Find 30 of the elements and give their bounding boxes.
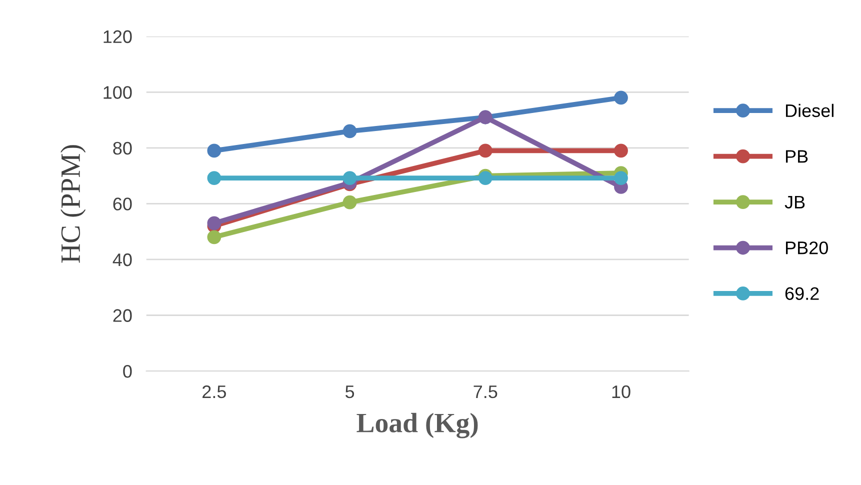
legend-label: PB20	[786, 241, 828, 254]
legend-label: PB	[786, 150, 808, 163]
point	[614, 171, 628, 185]
point	[207, 171, 222, 185]
legend-label: JB	[784, 196, 805, 209]
point	[478, 144, 492, 158]
x-tick-label: 7.5	[474, 386, 498, 398]
x-tick-label: 2.5	[202, 385, 226, 398]
point	[342, 195, 357, 210]
x-tick-label: 5	[345, 386, 354, 398]
point	[342, 124, 357, 138]
point	[207, 216, 222, 230]
x-tick-label: 10	[612, 385, 630, 398]
legend-label: 69.2	[785, 287, 819, 300]
legend-label: Diesel	[786, 104, 834, 118]
y-tick-label: 40	[112, 253, 132, 266]
y-tick-label: 0	[123, 364, 132, 378]
y-tick-label: 120	[104, 30, 132, 44]
point	[207, 144, 222, 158]
y-tick-label: 100	[104, 86, 132, 99]
point	[614, 144, 628, 158]
x-axis-title: Load (Kg)	[356, 412, 478, 438]
point	[614, 90, 628, 105]
y-tick-label: 60	[113, 198, 132, 210]
point	[207, 230, 222, 244]
y-tick-label: 80	[113, 142, 132, 155]
y-axis-title: HC (PPM)	[60, 145, 86, 263]
y-tick-label: 20	[113, 309, 132, 322]
point	[478, 171, 492, 185]
point	[342, 171, 357, 185]
